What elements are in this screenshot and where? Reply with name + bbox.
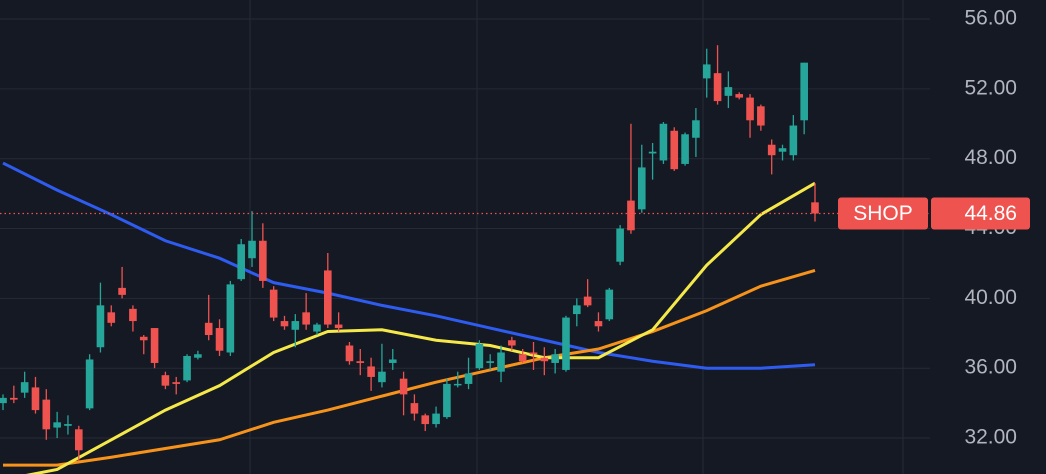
candle-body <box>345 345 354 362</box>
candle-body <box>746 97 754 121</box>
candle-body <box>573 305 581 315</box>
moving-average-line <box>3 268 816 467</box>
candle-body <box>659 123 668 161</box>
candle-body <box>583 296 592 306</box>
candle-body <box>399 378 408 395</box>
candle-body <box>367 366 375 377</box>
candle-body <box>562 317 570 370</box>
candle-body <box>107 312 116 323</box>
candle-body <box>64 424 72 426</box>
candle-body <box>453 383 462 386</box>
candle-body <box>237 244 245 280</box>
price-badge <box>931 197 1030 230</box>
candle-body <box>518 354 527 362</box>
y-tick-label: 52.00 <box>964 76 1017 99</box>
candle-body <box>681 134 689 164</box>
candle-body <box>475 343 484 369</box>
candle-body <box>302 312 310 325</box>
candle-body <box>811 202 819 214</box>
candle-body <box>529 352 538 355</box>
candle-body <box>269 289 278 318</box>
moving-average-line <box>25 181 816 474</box>
y-tick-label: 56.00 <box>964 7 1017 30</box>
candle-body <box>10 397 18 400</box>
candle-body <box>42 399 51 430</box>
candle-body <box>204 322 213 336</box>
candle-body <box>334 324 343 329</box>
candle-body <box>432 413 440 425</box>
candle-body <box>378 371 386 383</box>
candle-body <box>540 357 549 362</box>
candle-body <box>757 106 765 126</box>
candle-body <box>129 308 137 322</box>
candle-body <box>648 151 657 154</box>
candle-body <box>421 415 430 425</box>
y-tick-label: 40.00 <box>964 286 1017 309</box>
candle-body <box>53 422 61 428</box>
candle-body <box>172 382 181 384</box>
candle-body <box>183 355 191 381</box>
candle-body <box>226 284 235 353</box>
candle-body <box>637 167 646 210</box>
candle-body <box>800 62 808 121</box>
candle-body <box>594 321 603 327</box>
candle-body <box>74 429 83 451</box>
candle-body <box>789 125 798 156</box>
candle-body <box>551 354 559 363</box>
candle-body <box>713 73 722 102</box>
candle-body <box>627 200 635 231</box>
candle-body <box>692 120 700 138</box>
y-tick-label: 32.00 <box>964 426 1017 449</box>
candle-body <box>248 240 256 259</box>
candle-body <box>194 354 202 358</box>
candle-body <box>702 64 711 79</box>
candle-body <box>778 148 787 152</box>
candle-body <box>161 375 170 386</box>
symbol-label: SHOP <box>853 202 913 225</box>
candle-body <box>356 361 365 363</box>
candle-body <box>724 87 733 96</box>
y-tick-label: 48.00 <box>964 146 1017 169</box>
candle-body <box>508 340 516 346</box>
candle-body <box>280 321 289 327</box>
candle-body <box>291 321 300 330</box>
symbol-badge <box>838 197 928 230</box>
candle-body <box>605 289 614 320</box>
candle-body <box>96 305 105 348</box>
candle-body <box>388 359 397 363</box>
time-grid <box>249 0 904 474</box>
candle-body <box>735 94 744 98</box>
candle-body <box>324 270 332 325</box>
moving-average-line <box>2 161 816 370</box>
y-tick-label: 36.00 <box>964 356 1017 379</box>
candle-body <box>313 324 321 332</box>
candle-body <box>150 328 159 363</box>
last-price-label: 44.86 <box>964 202 1017 225</box>
candle-body <box>670 130 679 170</box>
candle-body <box>215 328 224 351</box>
candle-body <box>139 336 148 341</box>
candle-body <box>20 382 29 393</box>
candle-body <box>118 287 126 295</box>
candle-body <box>410 403 419 414</box>
candle-body <box>259 240 267 281</box>
candle-body <box>464 373 473 384</box>
candle-body <box>497 352 505 372</box>
candle-body <box>616 228 624 262</box>
candle-body <box>486 361 494 363</box>
candle-body <box>85 359 94 409</box>
candle-body <box>443 383 451 418</box>
candle-body <box>0 397 7 404</box>
candle-body <box>31 387 40 411</box>
candle-body <box>767 144 776 156</box>
